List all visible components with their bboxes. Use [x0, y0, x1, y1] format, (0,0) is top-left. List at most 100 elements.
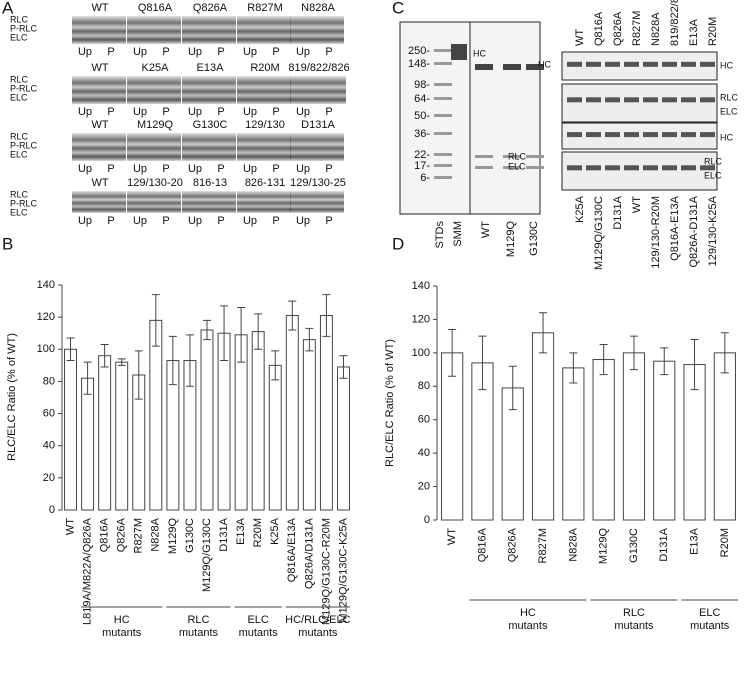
lane-label: P — [325, 106, 332, 118]
band-label: ELC — [10, 149, 28, 159]
lane-label: Up — [133, 163, 147, 175]
error-bar — [322, 294, 331, 337]
error-bar — [220, 305, 229, 362]
panel-letter: D — [392, 234, 404, 253]
lane-label: Up — [296, 46, 310, 58]
lane-label: M129Q/G130C — [593, 196, 605, 270]
group-label: mutants — [298, 627, 338, 639]
lane-header: Q826A — [193, 2, 228, 14]
marker-label: 17- — [414, 160, 430, 172]
band — [605, 132, 620, 138]
ladder-band — [434, 132, 452, 135]
error-bar — [539, 312, 548, 354]
lane-label: Q816A-E13A — [669, 195, 681, 260]
ladder-band — [434, 62, 452, 65]
ladder-band — [434, 114, 452, 117]
y-tick-label: 0 — [424, 514, 430, 526]
error-bar — [151, 294, 160, 347]
band — [662, 61, 677, 67]
x-tick-label: Q816A — [99, 517, 111, 552]
lane-header: WT — [91, 119, 108, 131]
ladder-band — [434, 176, 452, 179]
band — [700, 97, 715, 103]
band — [700, 165, 715, 171]
bar — [251, 331, 265, 511]
x-tick-label: L819A/M822A/Q826A — [81, 517, 93, 625]
ladder-band — [434, 153, 452, 156]
bar — [713, 352, 736, 521]
x-tick-label: M129Q — [598, 528, 610, 565]
lane-label: P — [162, 163, 169, 175]
lane-label: Up — [296, 215, 310, 227]
lane-label: 129/130-K25A — [707, 195, 719, 266]
bar — [200, 329, 214, 511]
x-tick-label: M129Q/G130C-R20M — [320, 518, 332, 625]
lane-header: WT — [91, 2, 108, 14]
ladder-band — [434, 83, 452, 86]
band — [567, 132, 582, 138]
marker-label: 6- — [420, 172, 430, 184]
bar — [337, 366, 350, 511]
lane-label: Up — [133, 215, 147, 227]
bar — [653, 360, 676, 521]
error-bar — [134, 350, 143, 400]
lane-label: P — [272, 106, 279, 118]
lane-header: WT — [91, 177, 108, 189]
rlc-band — [526, 155, 544, 158]
lane-header: M129Q — [137, 119, 174, 131]
group-label: ELC — [699, 607, 720, 619]
lane-label: Up — [188, 163, 202, 175]
lane-label: M129Q — [505, 221, 517, 258]
band — [643, 165, 658, 171]
y-axis-label: RLC/ELC Ratio (% of WT) — [384, 339, 396, 467]
lane-label: Q826A-D131A — [688, 195, 700, 267]
y-axis-label: RLC/ELC Ratio (% of WT) — [6, 333, 18, 461]
lane-label: Up — [243, 46, 257, 58]
lane-label: 129/130-R20M — [650, 196, 662, 269]
band — [567, 97, 582, 103]
y-tick-label: 120 — [412, 313, 430, 325]
band — [681, 165, 696, 171]
lane-header: 129/130-25 — [290, 177, 346, 189]
blot — [290, 16, 344, 44]
ladder-band — [434, 97, 452, 100]
group-label: mutants — [239, 627, 279, 639]
band — [643, 132, 658, 138]
blot — [72, 76, 126, 104]
ladder-band — [434, 49, 452, 52]
band — [605, 165, 620, 171]
x-tick-label: Q826A — [507, 527, 519, 562]
lane-header: G130C — [193, 119, 228, 131]
bar — [562, 367, 585, 521]
band-label: HC — [538, 59, 551, 69]
band-label: HC — [720, 132, 733, 142]
x-tick-label: D131A — [658, 527, 670, 561]
band-label: HC — [473, 48, 486, 58]
lane-label: P — [107, 215, 114, 227]
group-label: HC/RLC/ELC — [285, 614, 350, 626]
bar — [622, 352, 646, 521]
y-tick-label: 80 — [418, 380, 430, 392]
lane-label: Up — [188, 106, 202, 118]
band — [662, 97, 677, 103]
lane-header: 826-131 — [245, 177, 285, 189]
lane-label: P — [217, 106, 224, 118]
x-tick-label: E13A — [688, 527, 700, 555]
lane-label: P — [272, 215, 279, 227]
error-bar — [599, 344, 608, 376]
bar — [98, 355, 112, 511]
band-label: ELC — [720, 106, 738, 116]
marker-label: 64- — [414, 93, 430, 105]
lane-label: P — [107, 106, 114, 118]
error-bar — [508, 365, 517, 411]
lane-header: 816-13 — [193, 177, 227, 189]
band-label: P-RLC — [10, 83, 38, 93]
lane-header: D131A — [301, 119, 335, 131]
lane-label: Up — [78, 215, 92, 227]
band-label: RLC — [10, 74, 29, 84]
lane-label: Q826A — [612, 11, 624, 46]
error-bar — [117, 358, 126, 366]
lane-label: P — [272, 46, 279, 58]
band-label: RLC — [10, 131, 29, 141]
band-label: RLC — [508, 151, 527, 161]
